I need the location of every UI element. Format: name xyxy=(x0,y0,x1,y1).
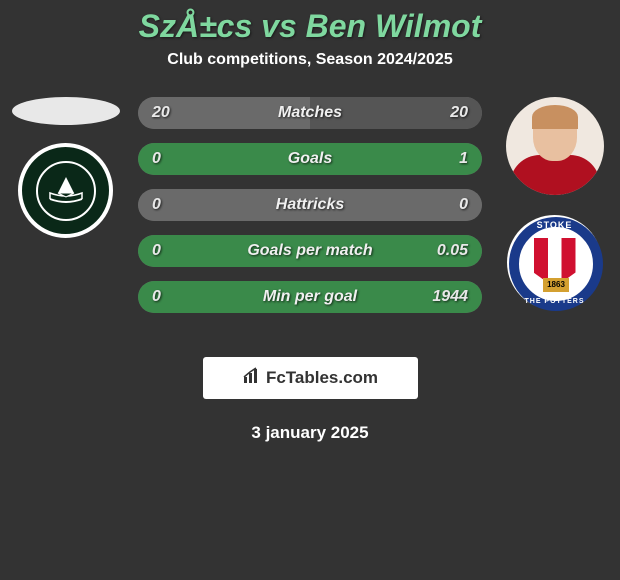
stat-row: 0 Hattricks 0 xyxy=(138,189,482,221)
left-player-column xyxy=(8,97,123,238)
right-player-column: STOKE 1863 THE POTTERS xyxy=(497,97,612,310)
stat-label: Goals xyxy=(288,150,332,168)
stoke-year: 1863 xyxy=(543,278,569,292)
plymouth-icon xyxy=(36,161,96,221)
stat-right-value: 0 xyxy=(459,196,468,214)
date-text: 3 january 2025 xyxy=(0,423,620,443)
left-player-placeholder xyxy=(12,97,120,125)
stoke-bottom-text: THE POTTERS xyxy=(507,298,602,305)
stat-left-value: 0 xyxy=(152,288,161,306)
stat-label: Hattricks xyxy=(276,196,344,214)
page-title: SzÅ±cs vs Ben Wilmot xyxy=(0,0,620,51)
stat-left-value: 0 xyxy=(152,150,161,168)
subtitle: Club competitions, Season 2024/2025 xyxy=(0,51,620,97)
chart-icon xyxy=(242,367,262,390)
stat-label: Matches xyxy=(278,104,342,122)
stat-right-value: 20 xyxy=(450,104,468,122)
stat-row: 0 Goals per match 0.05 xyxy=(138,235,482,267)
right-player-photo xyxy=(506,97,604,195)
fctables-logo[interactable]: FcTables.com xyxy=(203,357,418,399)
stat-left-value: 0 xyxy=(152,242,161,260)
stats-list: 20 Matches 20 0 Goals 1 0 Hattricks 0 0 Goals per … xyxy=(138,97,482,327)
main-area: STOKE 1863 THE POTTERS 20 Matches 20 0 Goals… xyxy=(0,97,620,347)
stat-right-value: 0.05 xyxy=(437,242,468,260)
stat-left-value: 0 xyxy=(152,196,161,214)
stat-row: 0 Goals 1 xyxy=(138,143,482,175)
logo-text: FcTables.com xyxy=(266,368,378,388)
stat-right-value: 1 xyxy=(459,150,468,168)
right-club-badge: STOKE 1863 THE POTTERS xyxy=(507,215,602,310)
comparison-card: SzÅ±cs vs Ben Wilmot Club competitions, … xyxy=(0,0,620,443)
stat-right-value: 1944 xyxy=(432,288,468,306)
stoke-top-text: STOKE xyxy=(507,220,602,230)
stat-label: Min per goal xyxy=(263,288,357,306)
stat-label: Goals per match xyxy=(247,242,372,260)
stat-left-value: 20 xyxy=(152,104,170,122)
stat-row: 20 Matches 20 xyxy=(138,97,482,129)
stat-row: 0 Min per goal 1944 xyxy=(138,281,482,313)
left-club-badge xyxy=(18,143,113,238)
